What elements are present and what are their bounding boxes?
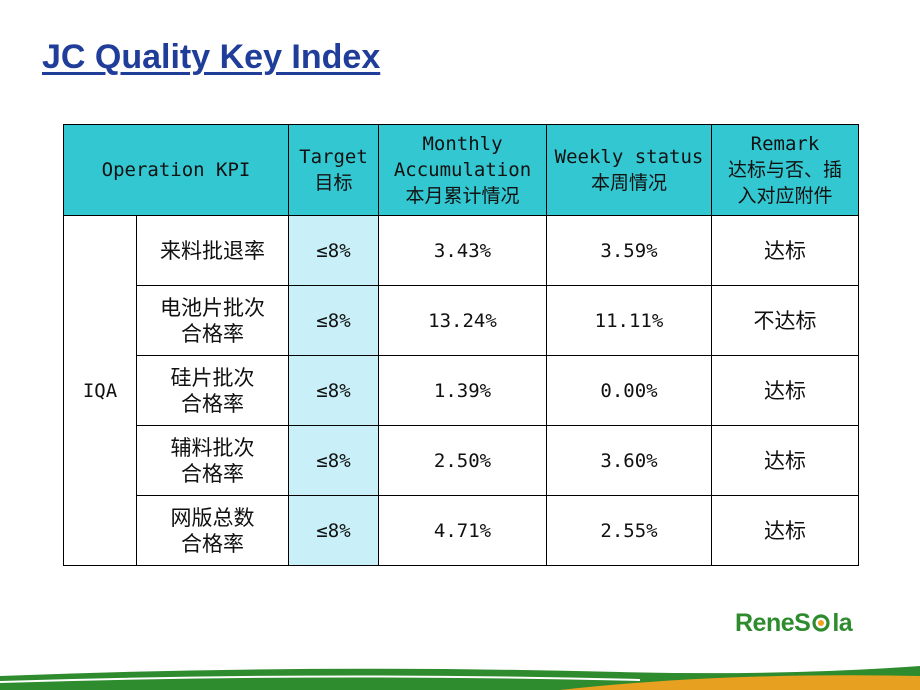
remark-value: 达标 <box>711 215 859 286</box>
header-weekly: Weekly status 本周情况 <box>546 124 712 216</box>
header-operation-kpi: Operation KPI <box>63 124 289 216</box>
remark-value-fail: 不达标 <box>711 285 859 356</box>
page-title: JC Quality Key Index <box>42 38 381 76</box>
group-label: IQA <box>63 215 137 566</box>
remark-value: 达标 <box>711 355 859 426</box>
target-value: ≤8% <box>288 495 379 566</box>
monthly-value: 4.71% <box>378 495 547 566</box>
target-value: ≤8% <box>288 285 379 356</box>
weekly-value: 3.60% <box>546 425 712 496</box>
header-remark: Remark 达标与否、插 入对应附件 <box>711 124 859 216</box>
header-monthly: Monthly Accumulation 本月累计情况 <box>378 124 547 216</box>
table-row: IQA 来料批退率 ≤8% 3.43% 3.59% 达标 <box>63 215 859 566</box>
target-value: ≤8% <box>288 215 379 286</box>
target-value: ≤8% <box>288 355 379 426</box>
weekly-value: 11.11% <box>546 285 712 356</box>
header-target: Target 目标 <box>288 124 379 216</box>
footer-decoration <box>0 662 920 690</box>
table-header-row: Operation KPI Target 目标 Monthly Accumula… <box>63 124 859 216</box>
kpi-name: 来料批退率 <box>136 215 289 286</box>
kpi-table: Operation KPI Target 目标 Monthly Accumula… <box>63 124 859 566</box>
monthly-value: 3.43% <box>378 215 547 286</box>
weekly-value: 2.55% <box>546 495 712 566</box>
sun-o-icon <box>810 609 832 637</box>
weekly-value: 3.59% <box>546 215 712 286</box>
kpi-name: 辅料批次 合格率 <box>136 425 289 496</box>
remark-value: 达标 <box>711 425 859 496</box>
table-row: 辅料批次 合格率 ≤8% 2.50% 3.60% 达标 <box>64 425 859 496</box>
weekly-value: 0.00% <box>546 355 712 426</box>
kpi-name: 网版总数 合格率 <box>136 495 289 566</box>
monthly-value: 2.50% <box>378 425 547 496</box>
monthly-value: 13.24% <box>378 285 547 356</box>
kpi-name: 硅片批次 合格率 <box>136 355 289 426</box>
table-row: 硅片批次 合格率 ≤8% 1.39% 0.00% 达标 <box>64 355 859 426</box>
table-row: 网版总数 合格率 ≤8% 4.71% 2.55% 达标 <box>64 495 859 566</box>
kpi-name: 电池片批次 合格率 <box>136 285 289 356</box>
remark-value: 达标 <box>711 495 859 566</box>
table-row: 电池片批次 合格率 ≤8% 13.24% 11.11% 不达标 <box>64 285 859 356</box>
footer-swoosh-icon <box>0 666 920 690</box>
renesola-logo: ReneS la <box>735 609 853 637</box>
monthly-value: 1.39% <box>378 355 547 426</box>
target-value: ≤8% <box>288 425 379 496</box>
